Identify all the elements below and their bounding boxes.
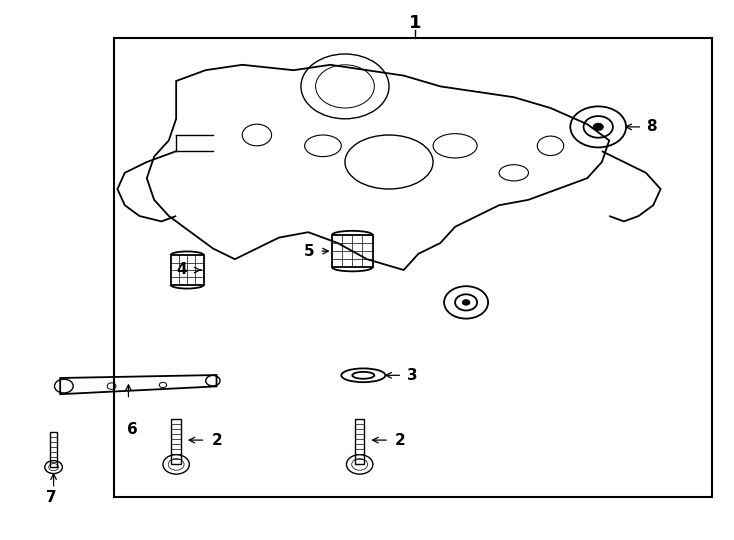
Text: 4: 4 xyxy=(177,262,187,278)
Text: 6: 6 xyxy=(127,422,137,437)
Text: 8: 8 xyxy=(646,119,656,134)
Text: 2: 2 xyxy=(211,433,222,448)
Bar xyxy=(332,235,372,267)
Text: 2: 2 xyxy=(395,433,406,448)
Text: 5: 5 xyxy=(304,244,314,259)
Text: 1: 1 xyxy=(408,14,421,32)
Text: 3: 3 xyxy=(407,368,418,383)
Text: 7: 7 xyxy=(46,490,57,505)
Bar xyxy=(114,38,712,497)
Bar xyxy=(170,255,203,285)
Circle shape xyxy=(593,123,603,131)
Circle shape xyxy=(462,300,470,305)
